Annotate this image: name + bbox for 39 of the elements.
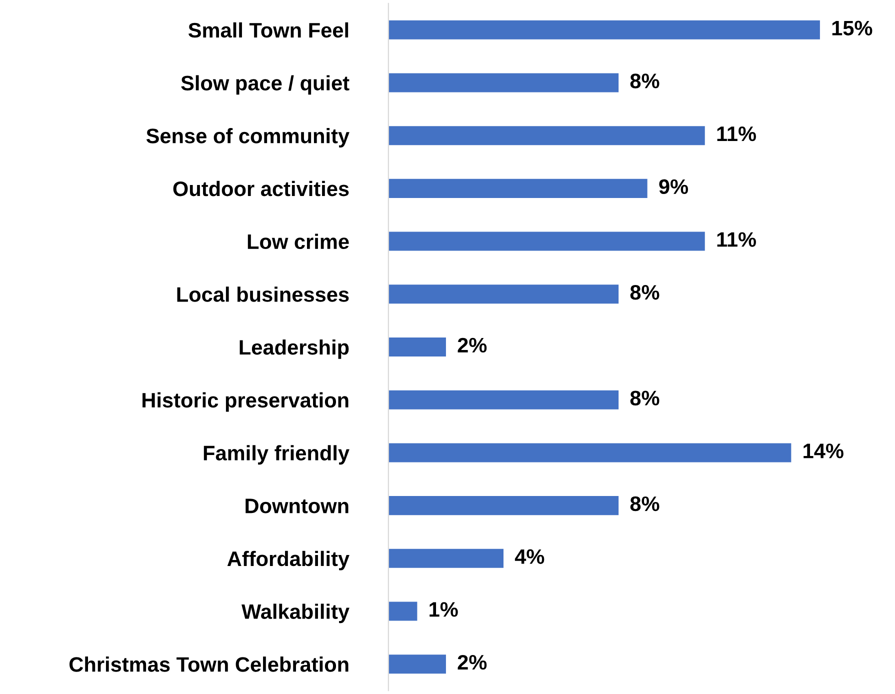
y-tick-label: Historic preservation (142, 392, 348, 412)
bar (388, 548, 504, 568)
bar (388, 73, 619, 92)
bar (388, 284, 619, 304)
bar (388, 178, 648, 198)
data-label: 1% (430, 602, 458, 617)
y-tick-label: Small Town Feel (188, 22, 348, 38)
bar (388, 337, 446, 357)
y-tick-label: Sense of community (146, 128, 350, 148)
data-label: 4% (514, 549, 544, 564)
y-tick-label: Affordability (227, 550, 350, 570)
y-tick-label: Leadership (240, 339, 349, 359)
y-tick-label: Outdoor activities (173, 180, 349, 196)
y-tick-label: Downtown (246, 498, 348, 514)
data-label: 15% (832, 20, 872, 36)
data-label: 11% (717, 126, 756, 142)
bar (388, 602, 418, 621)
y-tick-label: Local businesses (177, 286, 349, 302)
y-tick-label: Low crime (248, 234, 349, 250)
data-label: 8% (630, 390, 660, 406)
bar (388, 496, 619, 516)
bar (388, 232, 705, 251)
data-label: 9% (659, 179, 688, 194)
data-label: 8% (630, 74, 660, 88)
data-label: 8% (630, 284, 660, 300)
data-label: 2% (458, 338, 487, 353)
y-tick-label: Christmas Town Celebration (70, 656, 348, 672)
data-label: 2% (458, 654, 487, 670)
y-tick-label: Family friendly (204, 445, 350, 465)
bar (388, 126, 705, 146)
data-label: 8% (630, 496, 660, 512)
bar (388, 390, 619, 410)
bar (388, 20, 820, 40)
bar (388, 443, 792, 462)
data-label: 11% (717, 232, 756, 247)
y-tick-label: Walkability (242, 604, 350, 624)
y-tick-label: Slow pace / quiet (181, 75, 350, 95)
data-label: 14% (804, 444, 844, 458)
bar (388, 654, 446, 674)
